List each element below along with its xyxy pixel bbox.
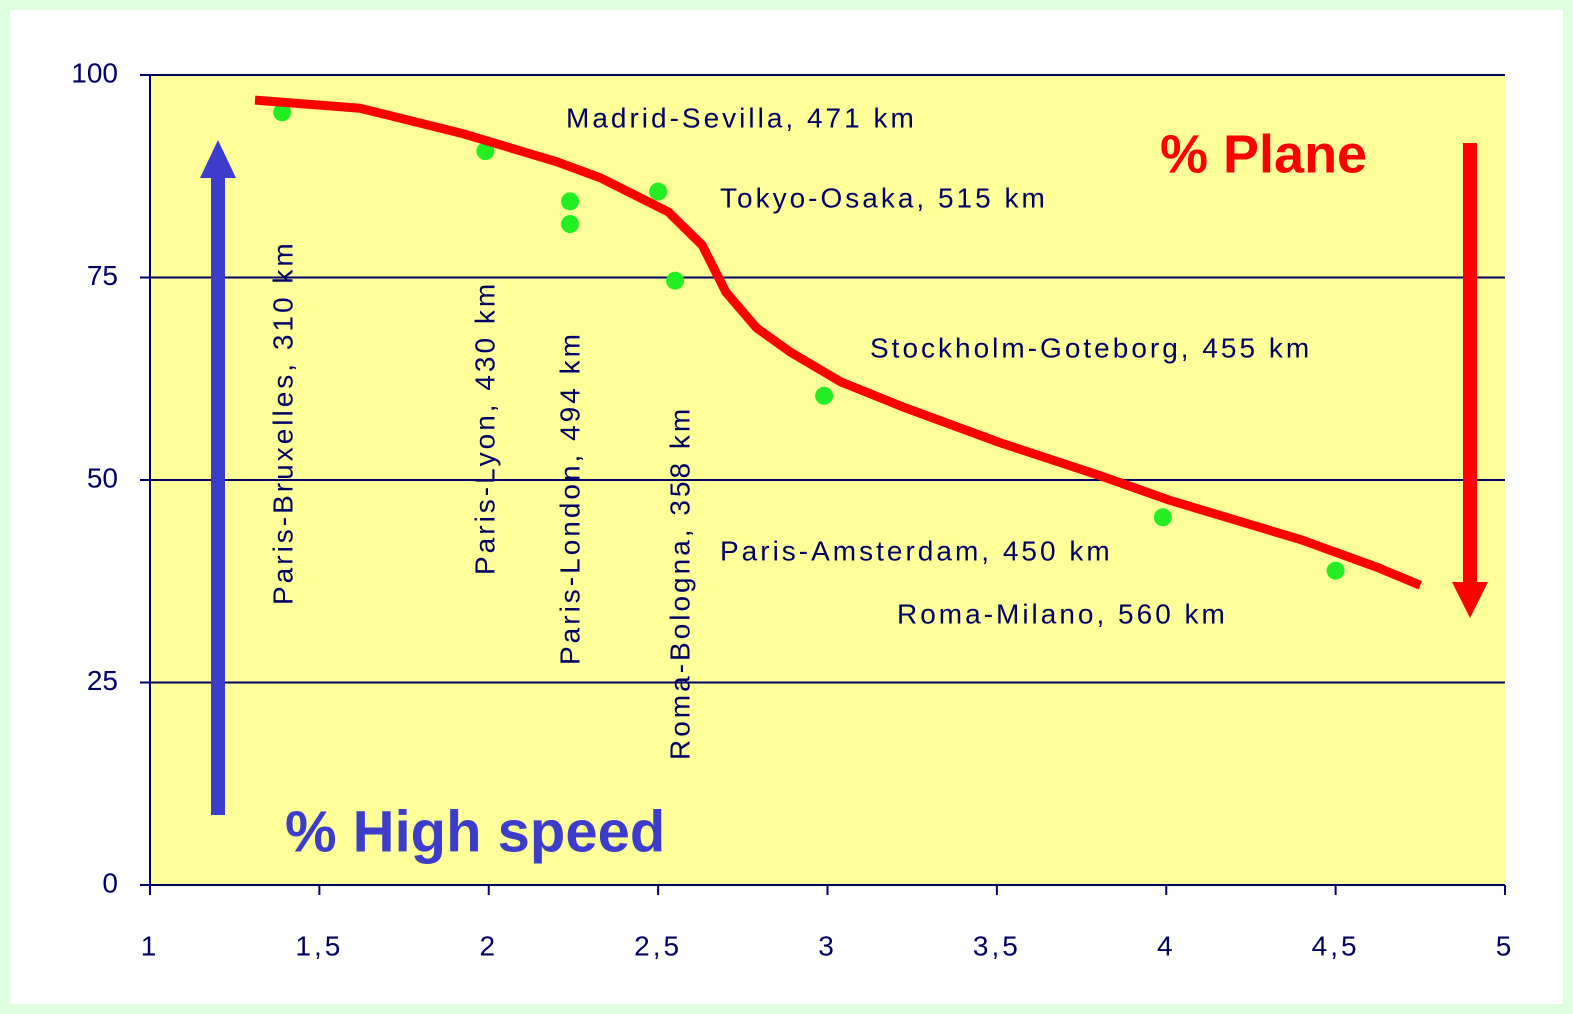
point	[666, 271, 685, 290]
y-tick-label: 0	[102, 867, 118, 898]
y-tick-label: 25	[87, 665, 118, 696]
annotation: Roma-Bologna, 358 km	[664, 406, 695, 760]
annotation: Paris-London, 494 km	[554, 331, 585, 665]
x-tick-label: 2	[479, 930, 498, 961]
x-tick-label: 4	[1157, 930, 1176, 961]
x-tick-label: 2,5	[634, 930, 682, 961]
point	[649, 182, 668, 201]
annotation: Roma-Milano, 560 km	[897, 598, 1228, 629]
x-tick-label: 5	[1496, 930, 1515, 961]
point	[815, 386, 834, 405]
x-tick-label: 4,5	[1312, 930, 1360, 961]
point	[561, 192, 580, 211]
annotation: Paris-Amsterdam, 450 km	[720, 535, 1113, 566]
point	[1153, 508, 1172, 527]
trend-line	[254, 95, 1423, 590]
x-tick-label: 3,5	[973, 930, 1021, 961]
point	[1326, 561, 1345, 580]
y-tick-label: 75	[87, 260, 118, 291]
annotation: Tokyo-Osaka, 515 km	[720, 182, 1048, 213]
point	[273, 103, 292, 122]
annotation: Paris-Bruxelles, 310 km	[267, 240, 298, 605]
y-tick-label: 100	[71, 57, 118, 88]
y-tick-label: 50	[87, 462, 118, 493]
arrow-head	[200, 140, 236, 178]
annotation: Stockholm-Goteborg, 455 km	[870, 332, 1312, 363]
point	[476, 142, 495, 161]
x-tick-label: 1,5	[295, 930, 343, 961]
x-tick-label: 3	[818, 930, 837, 961]
annotation-plane: % Plane	[1160, 124, 1367, 184]
arrow-head	[1452, 582, 1488, 618]
annotation-high-speed: % High speed	[285, 799, 665, 864]
annotation: Paris-Lyon, 430 km	[469, 281, 500, 575]
x-tick-label: 1	[141, 930, 160, 961]
point	[561, 215, 580, 234]
annotation: Madrid-Sevilla, 471 km	[566, 102, 917, 133]
